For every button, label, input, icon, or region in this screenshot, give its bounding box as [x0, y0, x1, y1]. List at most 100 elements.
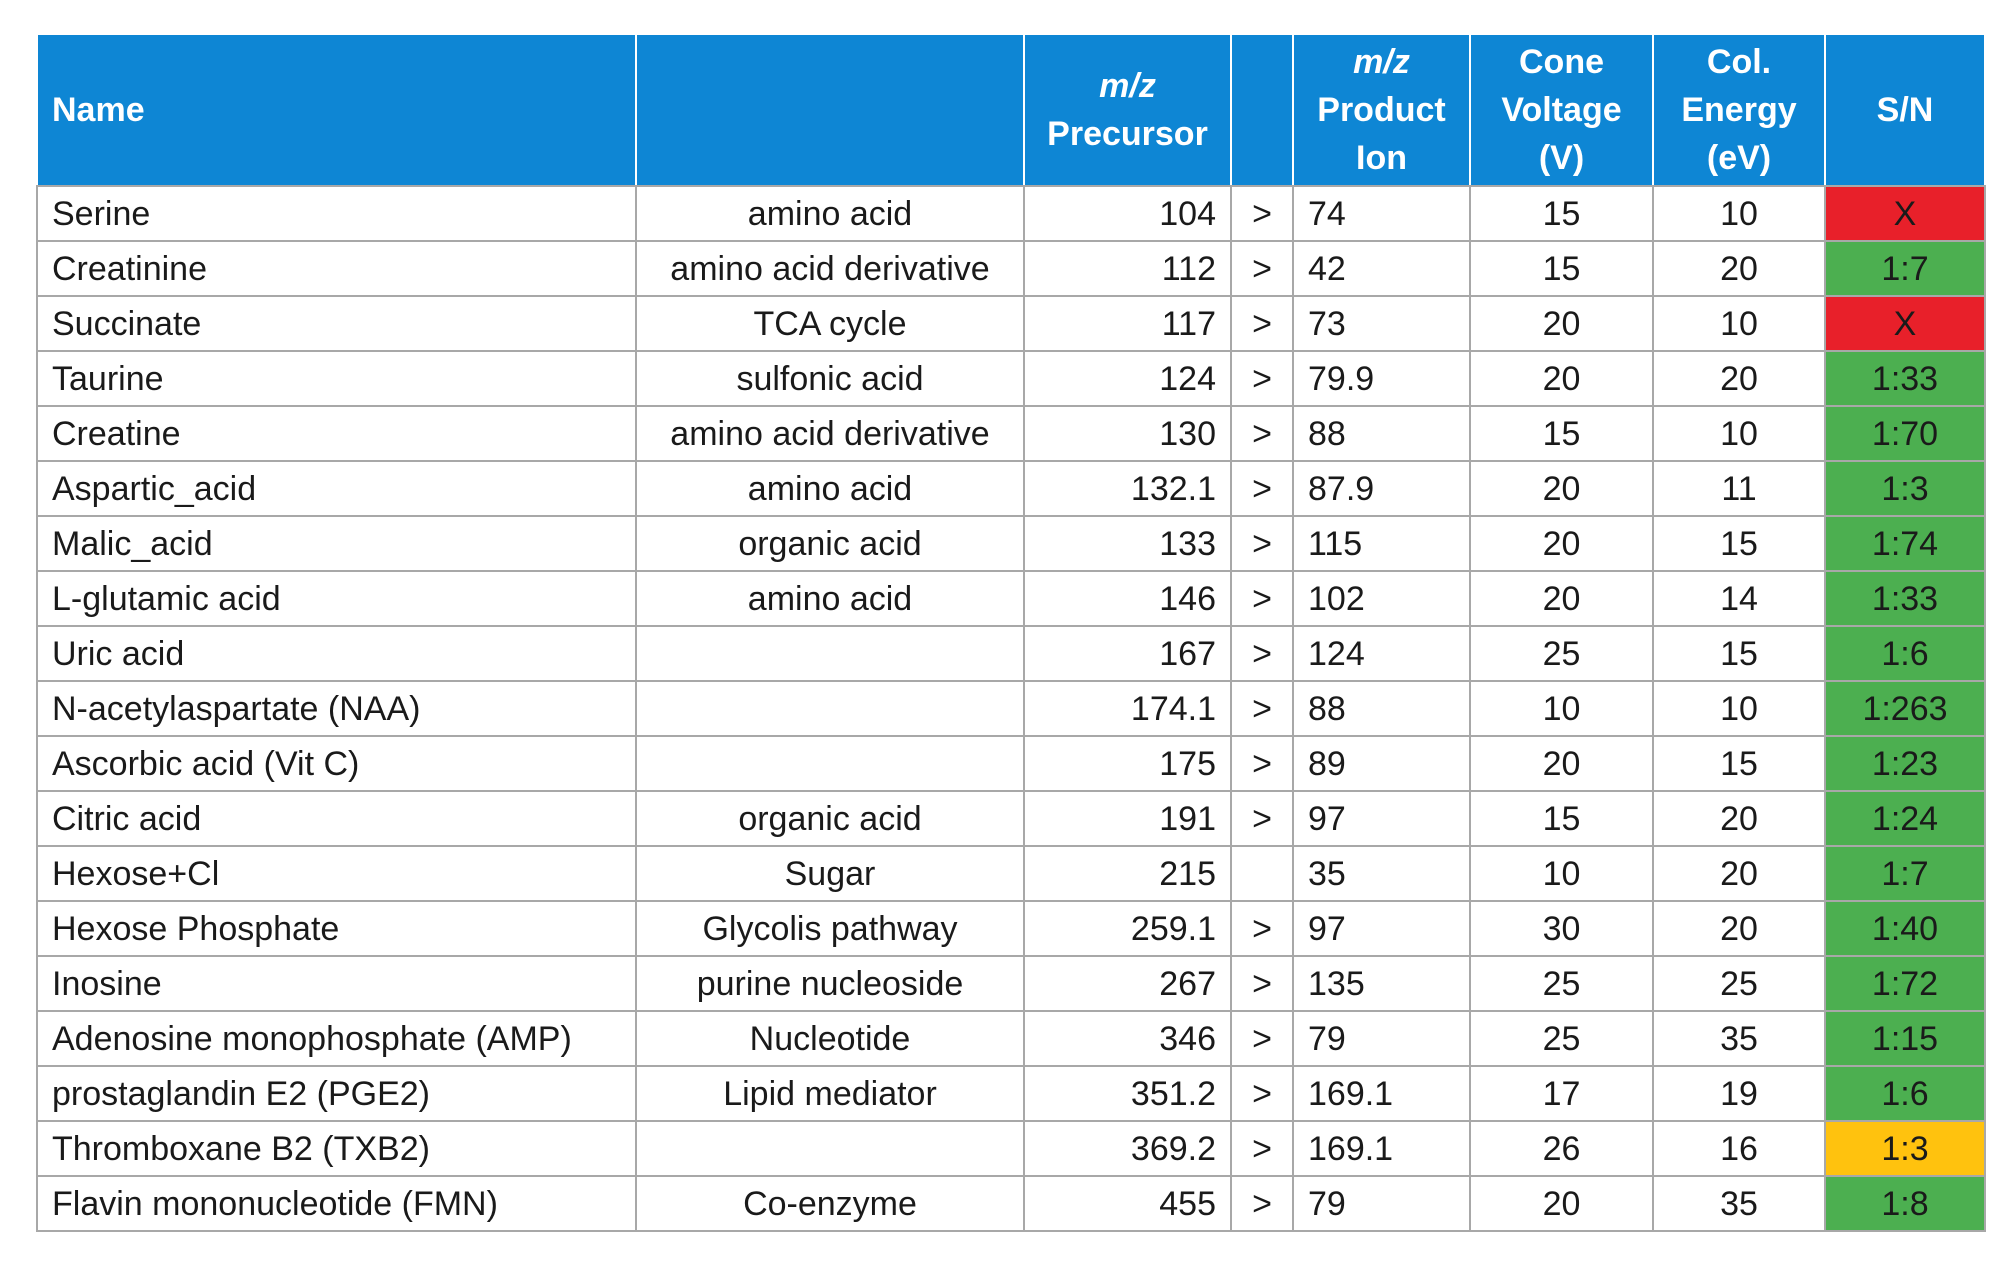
cell-name: Succinate: [37, 296, 636, 351]
header-col-line3: (eV): [1654, 134, 1824, 182]
cell-name: Hexose Phosphate: [37, 901, 636, 956]
cell-class: Lipid mediator: [636, 1066, 1024, 1121]
header-cone-line1: Cone: [1471, 38, 1652, 86]
cell-class: sulfonic acid: [636, 351, 1024, 406]
cell-col-energy: 10: [1653, 296, 1825, 351]
cell-name: Flavin mononucleotide (FMN): [37, 1176, 636, 1231]
cell-precursor-mz: 132.1: [1024, 461, 1231, 516]
cell-product-mz: 124: [1293, 626, 1470, 681]
cell-col-energy: 15: [1653, 516, 1825, 571]
cell-arrow: >: [1231, 1066, 1293, 1121]
cell-product-mz: 97: [1293, 791, 1470, 846]
cell-product-mz: 73: [1293, 296, 1470, 351]
table-row: Citric acid organic acid 191 >97 15 20 1:24: [37, 791, 1985, 846]
header-class: [636, 34, 1024, 186]
cell-name: Inosine: [37, 956, 636, 1011]
cell-arrow: >: [1231, 406, 1293, 461]
cell-name: Malic_acid: [37, 516, 636, 571]
header-col-line1: Col.: [1654, 38, 1824, 86]
table-row: Aspartic_acid amino acid 132.1 >87.9 20 11 1:3: [37, 461, 1985, 516]
cell-name: Uric acid: [37, 626, 636, 681]
cell-cone-voltage: 15: [1470, 406, 1653, 461]
cell-arrow: >: [1231, 186, 1293, 241]
cell-class: purine nucleoside: [636, 956, 1024, 1011]
cell-precursor-mz: 146: [1024, 571, 1231, 626]
cell-product-mz: 79.9: [1293, 351, 1470, 406]
cell-sn-ratio: X: [1825, 186, 1985, 241]
table-row: Inosine purine nucleoside 267 >135 25 25 1:72: [37, 956, 1985, 1011]
cell-name: Creatinine: [37, 241, 636, 296]
cell-product-mz: 97: [1293, 901, 1470, 956]
cell-cone-voltage: 15: [1470, 186, 1653, 241]
cell-precursor-mz: 112: [1024, 241, 1231, 296]
cell-col-energy: 19: [1653, 1066, 1825, 1121]
cell-name: Hexose+Cl: [37, 846, 636, 901]
cell-precursor-mz: 124: [1024, 351, 1231, 406]
cell-class: Sugar: [636, 846, 1024, 901]
cell-cone-voltage: 25: [1470, 956, 1653, 1011]
cell-class: amino acid: [636, 461, 1024, 516]
table-row: Malic_acid organic acid 133 >115 20 15 1:74: [37, 516, 1985, 571]
cell-product-mz: 102: [1293, 571, 1470, 626]
table-row: Serine amino acid 104 >74 15 10 X: [37, 186, 1985, 241]
cell-cone-voltage: 10: [1470, 846, 1653, 901]
cell-cone-voltage: 25: [1470, 626, 1653, 681]
cell-sn-ratio: 1:72: [1825, 956, 1985, 1011]
cell-cone-voltage: 20: [1470, 571, 1653, 626]
cell-name: Thromboxane B2 (TXB2): [37, 1121, 636, 1176]
cell-sn-ratio: X: [1825, 296, 1985, 351]
cell-class: [636, 736, 1024, 791]
cell-col-energy: 10: [1653, 186, 1825, 241]
cell-precursor-mz: 174.1: [1024, 681, 1231, 736]
header-product-line1: Product: [1294, 86, 1469, 134]
header-precursor-mz: m/z: [1025, 62, 1230, 110]
header-product-mz: m/z: [1294, 38, 1469, 86]
cell-col-energy: 15: [1653, 736, 1825, 791]
cell-product-mz: 135: [1293, 956, 1470, 1011]
cell-arrow: >: [1231, 1011, 1293, 1066]
cell-arrow: >: [1231, 516, 1293, 571]
table-row: Creatinine amino acid derivative 112 >42 15 2…: [37, 241, 1985, 296]
cell-arrow: >: [1231, 626, 1293, 681]
cell-name: Citric acid: [37, 791, 636, 846]
cell-cone-voltage: 20: [1470, 516, 1653, 571]
cell-class: amino acid: [636, 186, 1024, 241]
cell-cone-voltage: 20: [1470, 351, 1653, 406]
cell-name: Serine: [37, 186, 636, 241]
cell-precursor-mz: 133: [1024, 516, 1231, 571]
cell-col-energy: 16: [1653, 1121, 1825, 1176]
header-product-ion: m/z Product Ion: [1293, 34, 1470, 186]
cell-arrow: >: [1231, 956, 1293, 1011]
cell-class: amino acid derivative: [636, 406, 1024, 461]
cell-sn-ratio: 1:263: [1825, 681, 1985, 736]
table-row: Creatine amino acid derivative 130 >88 15 10 1…: [37, 406, 1985, 461]
cell-precursor-mz: 175: [1024, 736, 1231, 791]
table-row: N-acetylaspartate (NAA) 174.1 >88 10 10 1:263: [37, 681, 1985, 736]
table-row: L-glutamic acid amino acid 146 >102 20 14 1:33: [37, 571, 1985, 626]
table-row: Flavin mononucleotide (FMN) Co-enzyme 455 >…: [37, 1176, 1985, 1231]
cell-sn-ratio: 1:6: [1825, 1066, 1985, 1121]
cell-name: Ascorbic acid (Vit C): [37, 736, 636, 791]
cell-product-mz: 79: [1293, 1176, 1470, 1231]
cell-product-mz: 169.1: [1293, 1066, 1470, 1121]
cell-sn-ratio: 1:74: [1825, 516, 1985, 571]
header-sn: S/N: [1825, 34, 1985, 186]
header-row: Name m/z Precursor m/z Product Ion Cone …: [37, 34, 1985, 186]
cell-product-mz: 35: [1293, 846, 1470, 901]
cell-precursor-mz: 259.1: [1024, 901, 1231, 956]
cell-col-energy: 14: [1653, 571, 1825, 626]
cell-name: Aspartic_acid: [37, 461, 636, 516]
table-row: Uric acid 167 >124 25 15 1:6: [37, 626, 1985, 681]
cell-product-mz: 169.1: [1293, 1121, 1470, 1176]
table-row: prostaglandin E2 (PGE2) Lipid mediator 351…: [37, 1066, 1985, 1121]
cell-class: [636, 1121, 1024, 1176]
cell-class: Nucleotide: [636, 1011, 1024, 1066]
cell-class: [636, 681, 1024, 736]
cell-name: Taurine: [37, 351, 636, 406]
cell-name: N-acetylaspartate (NAA): [37, 681, 636, 736]
cell-product-mz: 88: [1293, 406, 1470, 461]
metabolite-table-container: Name m/z Precursor m/z Product Ion Cone …: [36, 33, 1984, 1232]
cell-sn-ratio: 1:6: [1825, 626, 1985, 681]
cell-col-energy: 20: [1653, 241, 1825, 296]
cell-sn-ratio: 1:7: [1825, 241, 1985, 296]
